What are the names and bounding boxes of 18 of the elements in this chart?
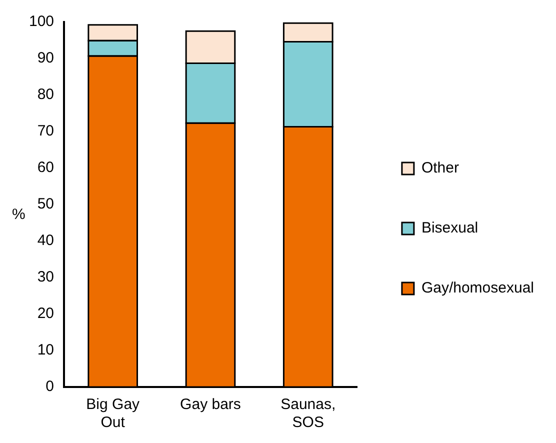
- y-tick-label: 100: [28, 13, 54, 30]
- y-tick-label: 60: [37, 159, 54, 176]
- legend-label: Gay/homosexual: [421, 280, 534, 297]
- y-tick-label: 70: [37, 122, 54, 140]
- y-tick-label: 80: [37, 86, 54, 104]
- y-tick-label: 50: [37, 196, 54, 213]
- y-tick-label: 10: [37, 342, 54, 359]
- y-tick-label: 40: [37, 232, 54, 250]
- y-tick-label: 90: [37, 50, 54, 67]
- legend-label: Other: [421, 160, 459, 177]
- x-tick-label: Big Gay Out: [86, 396, 140, 432]
- y-tick-label: 0: [46, 378, 54, 396]
- x-tick-label: Gay bars: [180, 396, 241, 414]
- y-tick-label: 30: [37, 268, 54, 286]
- y-axis-title: %: [12, 206, 26, 223]
- y-tick-label: 20: [37, 305, 54, 322]
- legend-label: Bisexual: [421, 220, 478, 237]
- x-tick-label: Saunas, SOS: [280, 396, 336, 432]
